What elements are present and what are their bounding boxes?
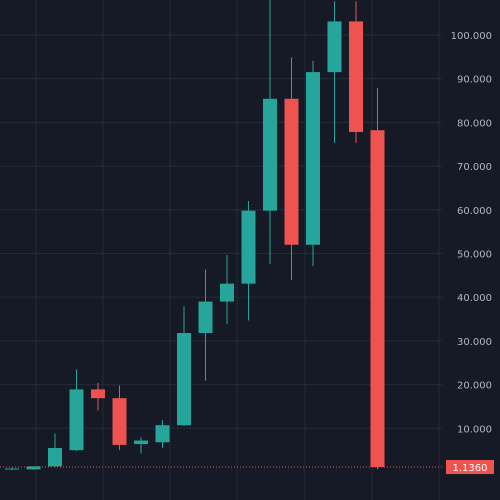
y-tick-label: 50.000	[457, 249, 492, 260]
y-tick-label: 90.000	[457, 75, 492, 86]
candle-body-up	[241, 210, 256, 284]
y-tick-label: 10.000	[457, 424, 492, 435]
last-price-label: 1.1360	[453, 463, 488, 474]
candle-body-down	[284, 98, 299, 245]
y-tick-label: 60.000	[457, 206, 492, 217]
candle-body-up	[327, 21, 342, 73]
candle-body-up	[198, 301, 213, 334]
last-price-label-background	[446, 460, 494, 475]
y-tick-label: 20.000	[457, 381, 492, 392]
y-tick-label: 100.000	[451, 31, 492, 42]
candle-body-up	[5, 468, 19, 470]
candle-body-up	[220, 283, 234, 302]
candle-body-up	[69, 389, 84, 451]
candle-body-up	[134, 440, 148, 445]
candle-body-up	[306, 72, 320, 245]
y-tick-label: 70.000	[457, 162, 492, 173]
y-tick-label: 80.000	[457, 118, 492, 129]
candle-body-down	[112, 398, 127, 445]
candle-body-up	[48, 447, 62, 467]
y-tick-label: 40.000	[457, 293, 492, 304]
candle-body-up	[177, 333, 191, 426]
candle-body-down	[349, 21, 363, 132]
candle-body-up	[263, 98, 277, 211]
y-tick-label: 30.000	[457, 337, 492, 348]
candle-body-down	[91, 389, 105, 399]
candle-body-down	[370, 130, 385, 468]
candle-body-up	[26, 466, 41, 470]
candle-body-up	[155, 425, 170, 443]
